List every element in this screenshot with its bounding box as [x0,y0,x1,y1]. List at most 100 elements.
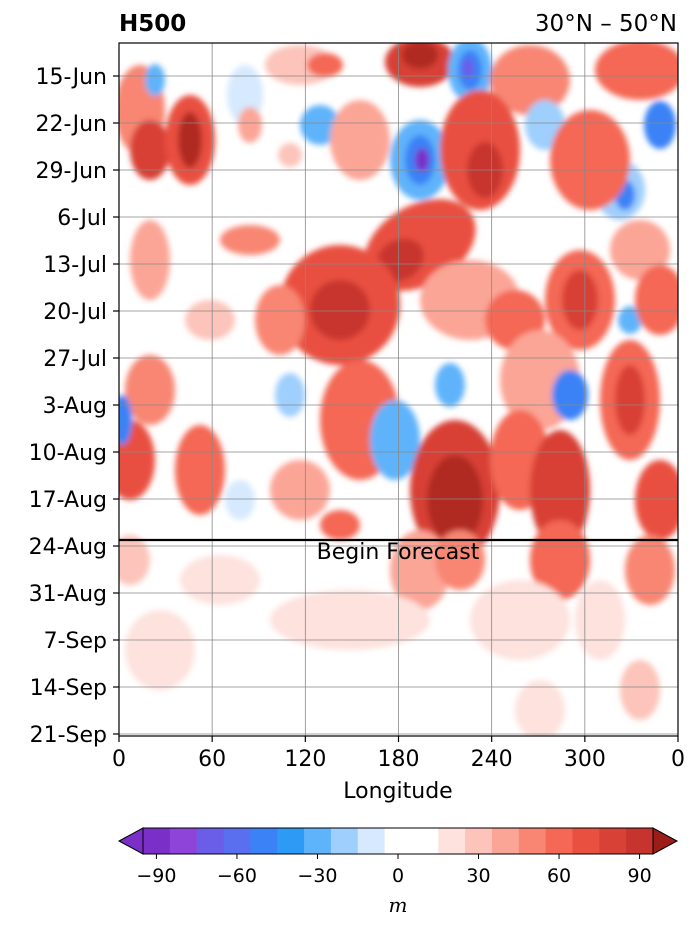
colorbar-segment [599,828,627,854]
contour-region [435,363,465,407]
colorbar-segment [411,828,439,854]
contour-region [130,220,170,300]
colorbar-segment [438,828,466,854]
colorbar-segment [465,828,493,854]
contour-region [275,373,305,417]
x-tick-label: 0 [112,747,126,772]
contour-region [185,300,235,340]
colorbar-segment [545,828,573,854]
y-tick-label: 27-Jul [43,347,107,372]
colorbar-extend-high [652,827,679,855]
y-axis-ticks: 15-Jun 22-Jun 29-Jun 6-Jul 13-Jul 20-Jul 27-Ju… [29,65,119,748]
x-axis-label: Longitude [343,779,452,804]
contour-region [415,148,429,172]
contour-region [270,460,330,520]
colorbar-tick-label: 60 [547,865,571,887]
colorbar-segment [626,828,654,854]
contour-region [307,53,343,77]
contour-blobs [119,43,678,736]
x-tick-label: 60 [198,747,226,772]
contour-region [462,58,474,78]
x-tick-label: 180 [378,747,420,772]
y-tick-label: 15-Jun [35,65,107,90]
contour-region [470,580,570,660]
y-tick-label: 6-Jul [57,206,107,231]
y-tick-label: 31-Aug [29,582,107,607]
contour-region [125,610,195,690]
colorbar-segment [384,828,412,854]
colorbar-segment [330,828,359,854]
contour-region [610,220,670,280]
colorbar-segment [250,828,278,854]
y-tick-label: 3-Aug [43,394,107,419]
contour-region [220,225,280,255]
colorbar-tick-label: −90 [136,865,176,887]
colorbar-segment [196,828,225,854]
contour-region [427,455,483,545]
contour-region [119,535,150,585]
colorbar-tick-label: −60 [217,865,257,887]
y-tick-label: 21-Sep [30,723,107,748]
contour-region [178,112,202,168]
contour-region [145,64,165,96]
colorbar-segment [357,828,386,854]
contour-region [490,45,570,115]
contour-region [435,530,485,590]
contour-region [125,355,175,425]
contour-region [225,480,255,520]
contour-region [615,365,645,435]
colorbar-segment [572,828,600,854]
forecast-annotation: Begin Forecast [317,540,480,565]
x-tick-label: 0 [671,747,685,772]
y-tick-label: 17-Aug [29,488,107,513]
heatmap-field [119,43,678,736]
contour-region [625,535,675,605]
contour-region [370,400,420,480]
y-tick-label: 22-Jun [35,112,107,137]
colorbar-segment [223,828,251,854]
contour-region [278,143,302,167]
contour-region [390,530,450,610]
contour-region [130,120,170,180]
contour-region [620,660,660,720]
contour-region [618,306,642,334]
contour-region [562,270,598,330]
contour-region [635,460,678,540]
colorbar-tick-label: −30 [297,865,337,887]
contour-region [552,370,588,420]
chart-title: H500 [119,11,186,37]
x-tick-label: 300 [564,747,606,772]
contour-region [530,430,590,550]
contour-region [119,395,132,445]
y-tick-label: 7-Sep [44,629,107,654]
grid-lines [119,43,678,736]
colorbar: −90 −60 −30 0 30 60 90 [117,827,679,887]
contour-region [255,285,305,355]
contour-region [515,680,565,736]
colorbar-segment [143,828,171,854]
y-tick-label: 24-Aug [29,535,107,560]
contour-region [595,43,678,100]
contour-region [402,43,438,69]
y-tick-label: 29-Jun [35,159,107,184]
colorbar-segment [277,828,305,854]
y-tick-label: 20-Jul [43,300,107,325]
colorbar-extend-low [117,827,144,855]
colorbar-segment [169,828,198,854]
chart-subtitle: 30°N – 50°N [535,11,677,37]
colorbar-segment [518,828,547,854]
contour-region [238,107,262,143]
x-tick-label: 240 [471,747,513,772]
contour-region [300,105,340,145]
colorbar-tick-label: 30 [466,865,490,887]
contour-region [180,555,260,605]
colorbar-tick-label: 90 [627,865,651,887]
y-tick-label: 14-Sep [30,676,107,701]
contour-region [330,100,390,180]
contour-region [550,110,630,210]
colorbar-segment [304,828,332,854]
colorbar-unit-label: m [389,893,408,917]
contour-region [119,420,155,500]
contour-region [644,101,676,149]
